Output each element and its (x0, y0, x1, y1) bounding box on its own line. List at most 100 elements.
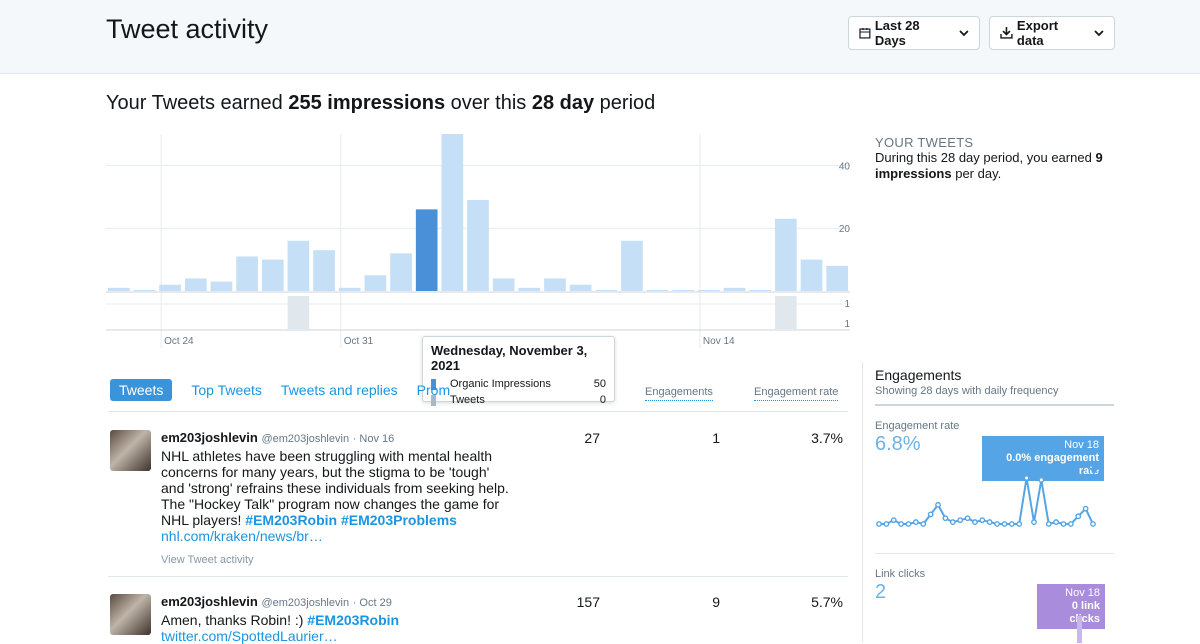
impression-bar[interactable] (467, 199, 489, 291)
sparkline-point (1031, 519, 1037, 525)
impression-bar[interactable] (646, 290, 669, 291)
impression-bar[interactable] (569, 284, 592, 291)
view-tweet-activity-link[interactable]: View Tweet activity (161, 554, 254, 566)
tweet-content: em203joshlevin @em203joshlevin · Nov 16 … (161, 430, 511, 566)
tweet-hashtags[interactable]: #EM203Robin (307, 612, 400, 628)
tab-promoted[interactable]: Prom (416, 382, 451, 398)
sparkline-point (964, 515, 971, 522)
divider (875, 404, 1114, 406)
impression-bar[interactable] (749, 290, 772, 291)
engagement-rate-label: Engagement rate (875, 420, 960, 432)
sparkline-point (957, 517, 964, 524)
sparkline-point (979, 517, 986, 524)
impression-bar[interactable] (236, 256, 258, 291)
impression-bar[interactable] (672, 290, 695, 291)
sparkline-point (1023, 475, 1030, 481)
link-clicks-flag: Nov 18 0 link clicks (1037, 584, 1105, 629)
impression-bar[interactable] (133, 290, 156, 291)
tooltip-swatch (431, 378, 436, 390)
impression-bar[interactable] (775, 218, 797, 291)
sparkline-point (972, 519, 978, 525)
sparkline-point (1075, 513, 1082, 520)
sparkline-point (912, 519, 919, 525)
impressions-summary: Your Tweets earned 255 impressions over … (106, 92, 656, 114)
sparkline-point (949, 519, 956, 525)
tweet-engagement-rate: 5.7% (811, 594, 843, 610)
period-length: 28 day (531, 92, 595, 114)
impression-bar[interactable] (621, 240, 643, 291)
tab-top-tweets[interactable]: Top Tweets (191, 382, 262, 398)
tweet-author[interactable]: em203joshlevin (161, 430, 258, 445)
tweet-link[interactable]: twitter.com/SpottedLaurier… (161, 628, 338, 644)
impression-bar[interactable] (159, 284, 181, 291)
tooltip-date: Wednesday, November 3, 2021 (431, 343, 588, 373)
impressions-chart[interactable]: 20 40 1 1 Oct 24 Oct 31 Nov 14 (100, 128, 860, 350)
impression-bar[interactable] (595, 290, 618, 291)
tooltip-row: Organic Impressions 50 (431, 376, 606, 392)
avatar (110, 430, 151, 471)
impression-bar[interactable] (108, 287, 130, 291)
sparkline-point (942, 515, 949, 522)
export-data-label: Export data (1016, 18, 1059, 48)
impression-bar[interactable] (800, 259, 823, 291)
column-engagement-rate[interactable]: Engagement rate (754, 386, 839, 401)
chart-tooltip: Wednesday, November 3, 2021 Organic Impr… (422, 336, 615, 406)
impression-bar[interactable] (313, 250, 335, 291)
sparkline-point (994, 521, 1000, 527)
impression-bar[interactable] (544, 278, 566, 291)
impression-bar[interactable] (441, 134, 464, 291)
sparkline-point (876, 521, 882, 527)
tweet-link[interactable]: nhl.com/kraken/news/br… (161, 528, 323, 544)
engagement-rate-value: 6.8% (875, 433, 921, 455)
x-tick-label: Oct 31 (344, 336, 374, 347)
flag-pointer (1089, 468, 1099, 474)
engagement-rate-sparkline[interactable] (875, 472, 1105, 532)
date-range-button[interactable]: Last 28 Days (848, 16, 980, 50)
tweet-handle: @em203joshlevin (261, 433, 350, 445)
sparkline-point (905, 521, 912, 527)
tweet-engagement-rate: 3.7% (811, 430, 843, 446)
sparkline-point (1067, 521, 1074, 527)
sparkline-point (1053, 519, 1060, 525)
sparkline-point (986, 519, 993, 525)
tweet-bar (775, 296, 797, 330)
tweet-date: · Oct 29 (352, 597, 392, 609)
tweet-engagements: 1 (712, 430, 720, 446)
engagement-rate-flag: Nov 18 0.0% engagement rate (982, 436, 1104, 481)
impression-bar[interactable] (261, 259, 284, 291)
column-engagements[interactable]: Engagements (645, 386, 713, 401)
impression-bar[interactable] (364, 275, 387, 291)
tab-tweets[interactable]: Tweets (110, 379, 173, 401)
impression-bar[interactable] (390, 253, 412, 291)
sparkline-point (1008, 521, 1015, 527)
link-clicks-label: Link clicks (875, 568, 926, 580)
tweet-author[interactable]: em203joshlevin (161, 594, 258, 609)
tweets-tick-label: 1 (844, 319, 850, 330)
tweet-content: em203joshlevin @em203joshlevin · Oct 29 … (161, 594, 511, 644)
sparkline-point (1082, 505, 1089, 512)
page-title: Tweet activity (106, 14, 269, 44)
impression-bar[interactable] (518, 287, 541, 291)
impression-bar[interactable] (698, 290, 720, 291)
link-clicks-bar (1077, 616, 1082, 643)
impression-bar[interactable] (338, 287, 361, 291)
sparkline-point (1038, 477, 1045, 483)
chevron-down-icon (959, 30, 969, 37)
impression-bar[interactable] (826, 265, 848, 291)
impression-bar[interactable] (415, 209, 438, 291)
divider (875, 553, 1114, 554)
impression-bar[interactable] (492, 278, 515, 291)
sparkline-point (1045, 521, 1052, 527)
impression-bar[interactable] (723, 287, 746, 291)
divider (108, 576, 848, 577)
impression-bar[interactable] (184, 278, 207, 291)
tweet-hashtags[interactable]: #EM203Robin #EM203Problems (245, 512, 457, 528)
tweets-tick-label: 1 (844, 299, 850, 310)
tab-tweets-and-replies[interactable]: Tweets and replies (280, 382, 398, 398)
impression-bar[interactable] (287, 240, 310, 291)
y-tick-label: 20 (839, 224, 851, 235)
calendar-icon (859, 28, 871, 39)
export-data-button[interactable]: Export data (989, 16, 1115, 50)
your-tweets-heading: YOUR TWEETS (875, 135, 974, 150)
impression-bar[interactable] (210, 281, 233, 291)
